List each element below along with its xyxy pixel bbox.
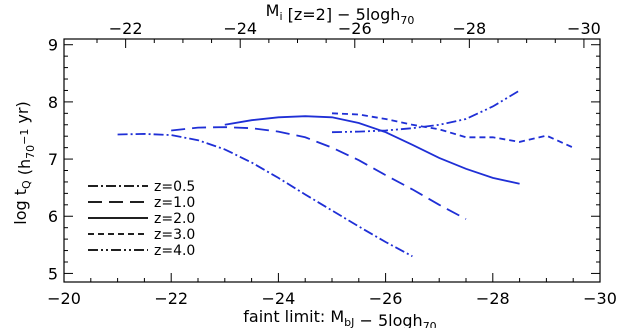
x-tick-label: −24 [262,289,296,308]
top-tick-label: −30 [567,19,601,38]
plot-frame [63,38,601,283]
y-tick-label: 5 [48,264,58,283]
series-line-z-1-0 [171,126,467,220]
legend-label: z=3.0 [154,227,195,243]
series-lines [117,89,574,258]
top-tick-label: −22 [109,19,143,38]
top-tick-label: −26 [338,19,372,38]
series-line-z-2-0 [224,115,520,185]
legend-label: z=2.0 [154,211,195,227]
x-axis-label: faint limit: MbJ − 5logh70 [243,307,436,328]
y-tick-label: 9 [48,36,58,55]
y-tick-label: 7 [48,150,58,169]
x-tick-label: −20 [47,289,81,308]
series-line-z-3-0 [331,112,574,149]
axis-titles: faint limit: MbJ − 5logh70 Mi [z=2] − 5l… [11,1,437,328]
x-tick-label: −22 [154,289,188,308]
series-line-z-4-0 [331,89,521,134]
x-tick-label: −26 [369,289,403,308]
top-tick-label: −24 [223,19,257,38]
top-axis-label: Mi [z=2] − 5logh70 [266,1,415,27]
tick-labels: −20 −22 −24 −26 −28 −30 −22 −24 −26 −28 −30 5 6 7 8 9 [47,19,617,308]
y-tick-label: 8 [48,93,58,112]
legend-label: z=1.0 [154,195,195,211]
series-line-z-0-5 [117,132,413,258]
x-tick-label: −28 [476,289,510,308]
axis-ticks [63,39,601,282]
legend-label: z=0.5 [154,179,195,195]
y-tick-label: 6 [48,207,58,226]
legend: z=0.5z=1.0z=2.0z=3.0z=4.0 [88,179,195,259]
y-axis-label: log tQ (h70−1 yr) [11,101,37,224]
legend-label: z=4.0 [154,243,195,259]
x-tick-label: −30 [583,289,617,308]
plot-border [63,38,601,283]
top-tick-label: −28 [452,19,486,38]
